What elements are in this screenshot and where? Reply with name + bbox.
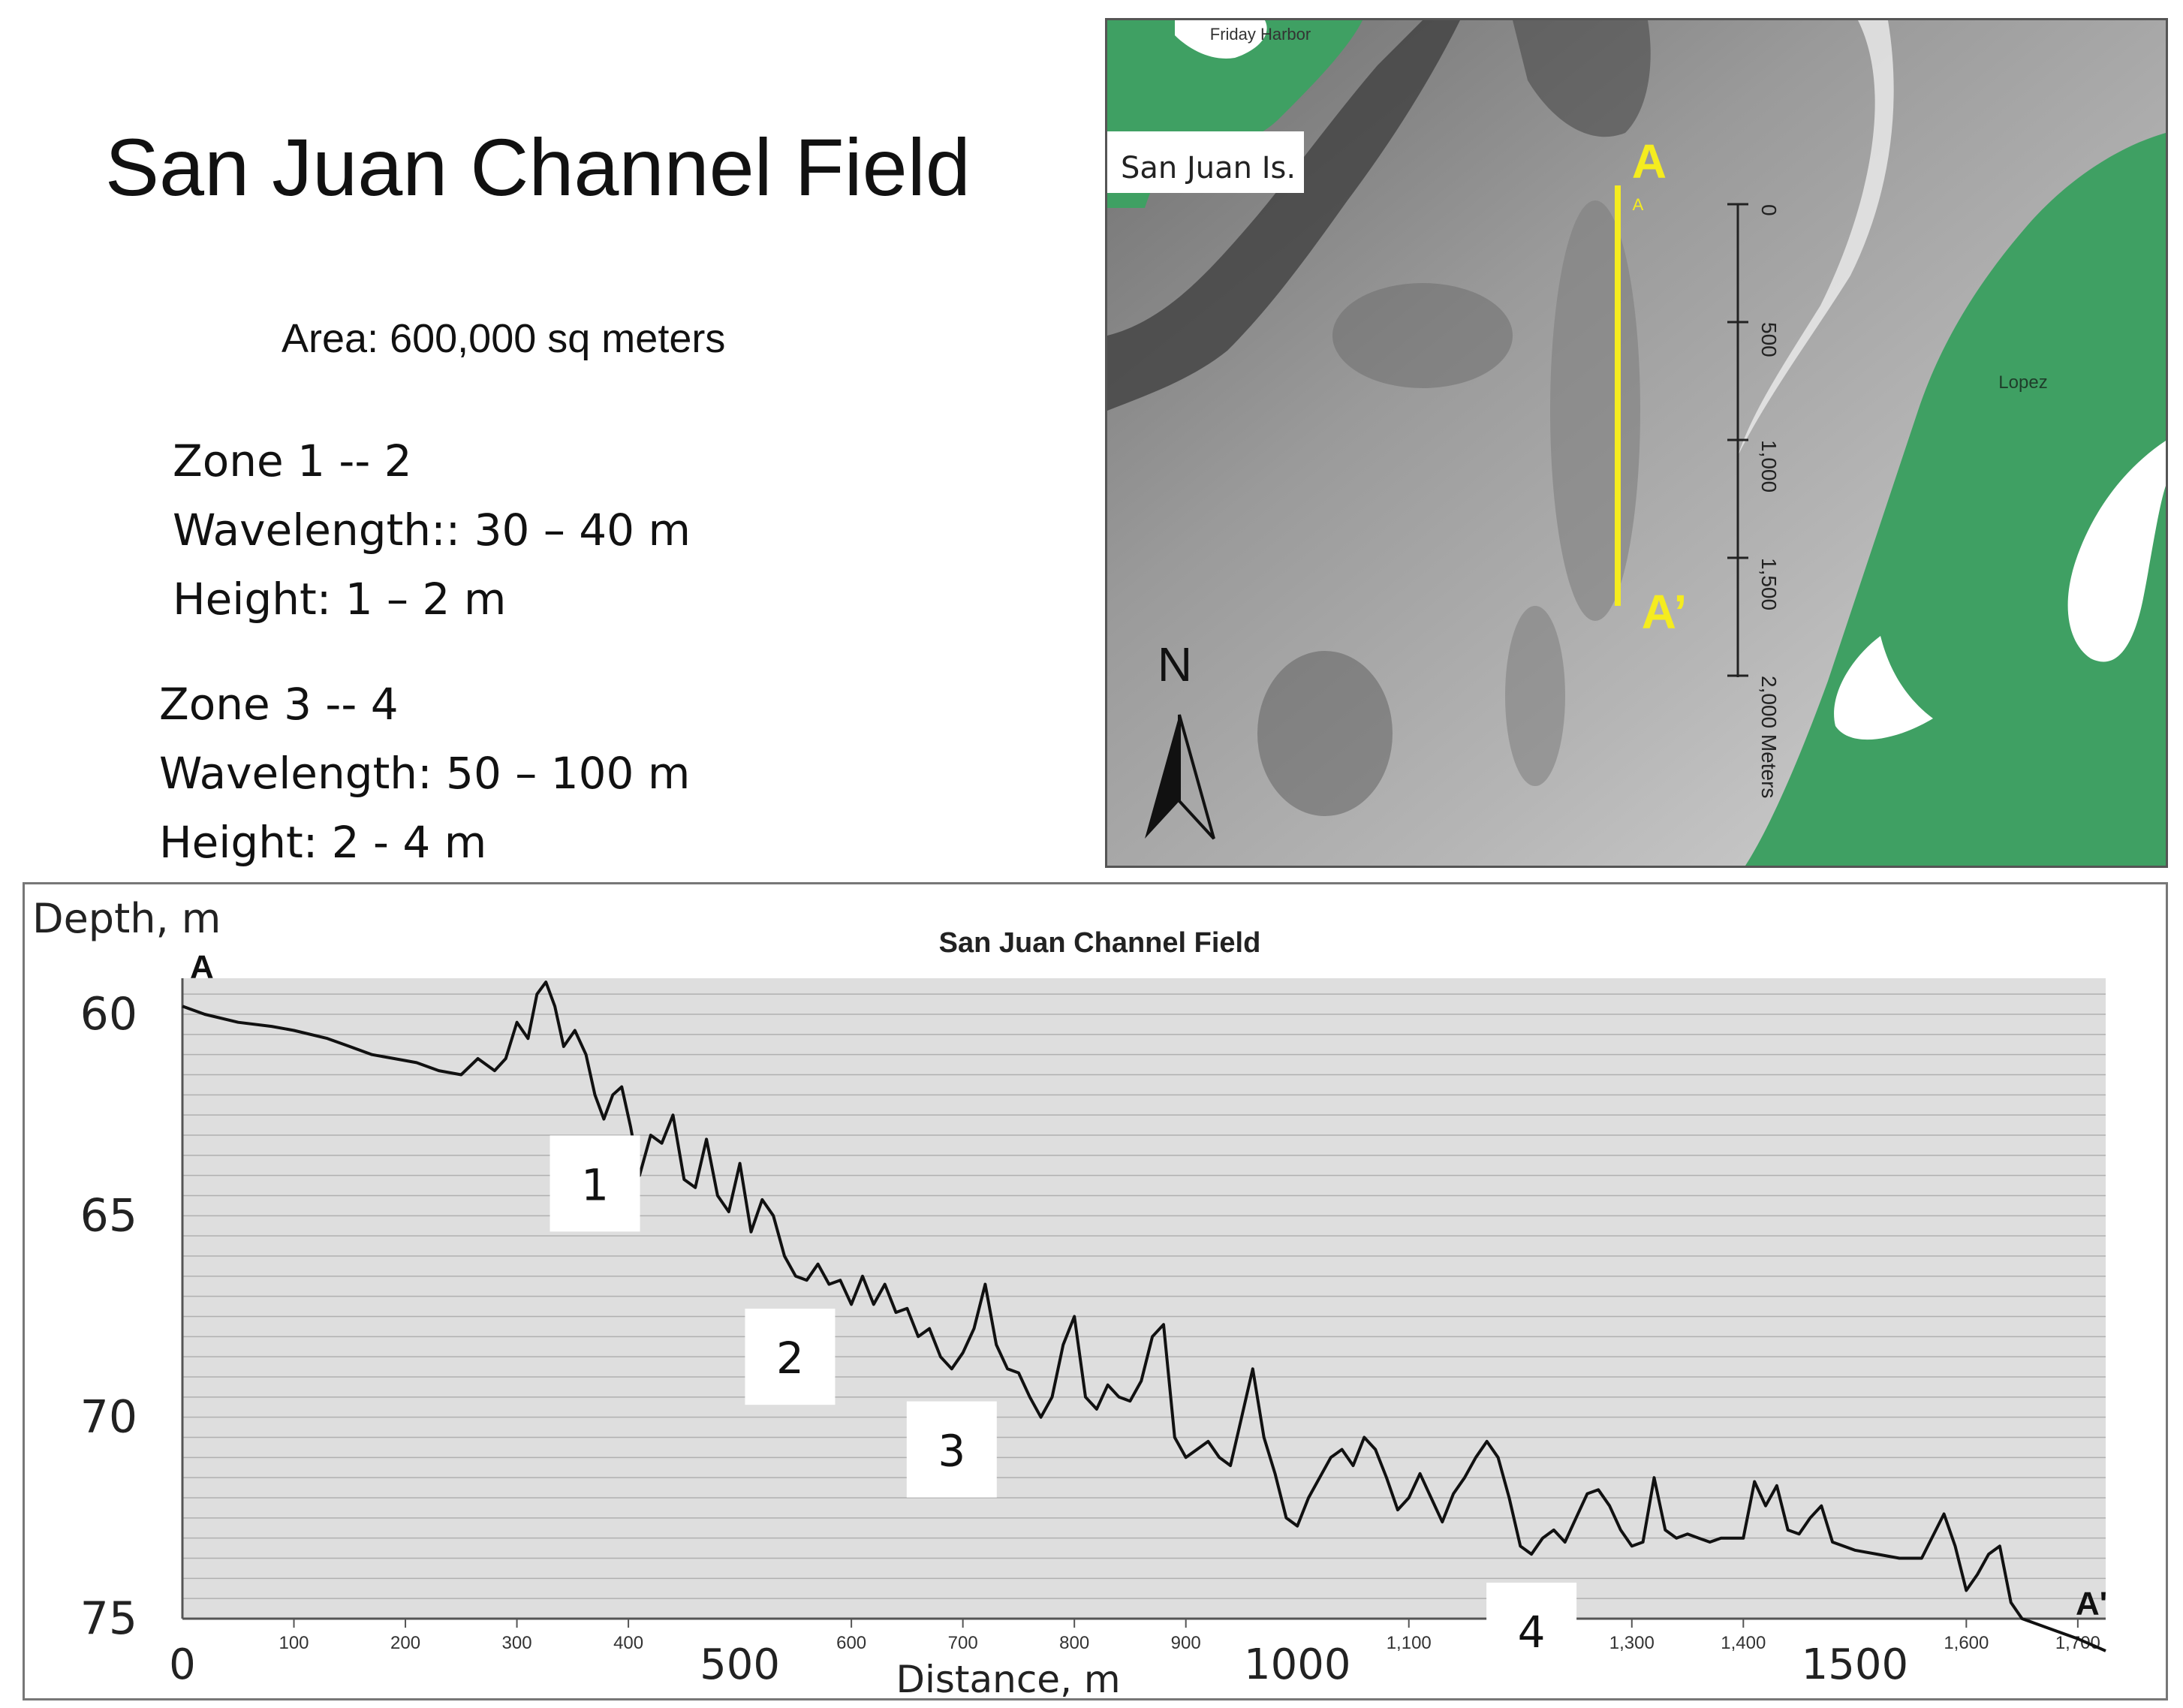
y-axis-label: Depth, m: [32, 895, 221, 942]
zone-label: 4: [1486, 1583, 1577, 1679]
x-tick-label-large: 500: [700, 1640, 780, 1689]
x-tick-label-small: 1,300: [1609, 1633, 1655, 1653]
zone-label-box: [550, 1135, 640, 1232]
x-tick-label-small: 1,600: [1944, 1633, 1989, 1653]
scale-tick-label: 500: [1757, 322, 1781, 357]
zone-label: 1: [550, 1135, 640, 1232]
scale-tick-label: 0: [1757, 204, 1781, 216]
depth-profile-line: [182, 981, 2106, 1652]
sandwave-field: [1550, 200, 1640, 621]
zone-label-box: [1486, 1583, 1577, 1679]
san-juan-label-box: [1107, 131, 1304, 193]
x-axis-label: Distance, m: [896, 1658, 1120, 1698]
x-tick-label-small: 100: [279, 1633, 309, 1653]
x-tick-label-small: 600: [836, 1633, 866, 1653]
x-tick-label-small: 900: [1171, 1633, 1201, 1653]
x-tick-label-small: 1,400: [1721, 1633, 1766, 1653]
zone-3-4-heading: Zone 3 -- 4: [159, 679, 399, 730]
x-tick-label-small: 300: [502, 1633, 532, 1653]
x-tick-label-small: 400: [613, 1633, 643, 1653]
scale-tick-label: 2,000 Meters: [1757, 676, 1781, 798]
slide-title: San Juan Channel Field: [105, 122, 971, 212]
y-tick-label: 75: [80, 1592, 137, 1645]
x-tick-label-large: 0: [169, 1640, 196, 1689]
zone-labels: 1 2 3 4: [550, 1135, 1577, 1679]
depth-profile-chart: 60 65 70 75 100 200 300 400 600 700 800 900 1,100 1,…: [32, 895, 2107, 1698]
plot-area: [182, 978, 2106, 1619]
area-text: Area: 600,000 sq meters: [282, 316, 726, 361]
zone-label-box: [745, 1309, 836, 1405]
zone-label-text: 1: [581, 1159, 609, 1210]
transect-label-a-small: A: [1633, 195, 1644, 214]
zone-1-2-heading: Zone 1 -- 2: [173, 435, 412, 486]
x-tick-label-large: 1500: [1802, 1640, 1909, 1689]
x-tick-labels-large: 0 500 1000 1500: [169, 1640, 1908, 1689]
endpoint-label: A: [190, 949, 214, 986]
endpoint-label: A': [2076, 1586, 2107, 1622]
x-tick-label-small: 800: [1059, 1633, 1089, 1653]
zone-label-text: 2: [776, 1333, 804, 1384]
scale-tick-label: 1,500: [1757, 558, 1781, 610]
north-label: N: [1158, 637, 1192, 691]
scale-tick-label: 1,000: [1757, 440, 1781, 493]
lopez-label: Lopez: [1998, 372, 2047, 393]
zone-label-text: 4: [1518, 1607, 1546, 1658]
zone-label-box: [906, 1401, 997, 1498]
x-tick-label-small: 200: [390, 1633, 420, 1653]
zone-label: 3: [906, 1401, 997, 1498]
zone-1-2-height: Height: 1 – 2 m: [173, 574, 507, 625]
rocky-patch: [1257, 651, 1393, 816]
chart-title: San Juan Channel Field: [939, 927, 1261, 959]
san-juan-label: San Juan Is.: [1121, 151, 1296, 185]
scale-bar: 0 500 1,000 1,500 2,000 Meters: [1727, 203, 1781, 798]
bright-slope: [1738, 20, 1894, 456]
zone-label: 2: [745, 1309, 836, 1405]
rocky-patch: [1332, 283, 1513, 388]
friday-harbor-bay: [1175, 20, 1267, 59]
transect-label-a-prime: A’: [1642, 585, 1687, 639]
map-svg: Friday Harbor San Juan Is. Lopez A A A’ …: [1107, 20, 2166, 866]
zone-1-2-block: Zone 1 -- 2 Wavelength:: 30 – 40 m Heigh…: [173, 426, 691, 634]
x-tick-label-small: 700: [948, 1633, 978, 1653]
x-tick-label-small: 1,700: [2055, 1633, 2100, 1653]
lopez-inlet: [1834, 636, 1933, 740]
x-tick-label-large: 1000: [1244, 1640, 1351, 1689]
zone-3-4-height: Height: 2 - 4 m: [159, 817, 487, 868]
y-tick-labels: 60 65 70 75: [80, 988, 137, 1645]
x-tick-label-small: 1,100: [1387, 1633, 1432, 1653]
rocky-patch: [1505, 606, 1565, 786]
friday-harbor-label: Friday Harbor: [1210, 25, 1311, 44]
rocky-outcrop: [1513, 20, 1651, 137]
y-tick-label: 60: [80, 988, 137, 1041]
zone-label-text: 3: [938, 1426, 965, 1477]
endpoint-labels: A A': [190, 949, 2107, 1622]
x-tick-labels-small: 1002003004006007008009001,1001,2001,3001…: [279, 1619, 2100, 1653]
y-tick-label: 70: [80, 1391, 137, 1444]
lopez-bay: [2067, 441, 2166, 662]
north-arrow-icon: [1145, 714, 1215, 840]
transect-label-a: A: [1632, 134, 1667, 188]
depth-profile-panel: 60 65 70 75 100 200 300 400 600 700 800 900 1,100 1,…: [23, 882, 2168, 1700]
zone-3-4-block: Zone 3 -- 4 Wavelength: 50 – 100 m Heigh…: [159, 670, 690, 877]
rocky-shelf: [1107, 20, 1460, 411]
bathymetry-map: Friday Harbor San Juan Is. Lopez A A A’ …: [1105, 18, 2168, 868]
zone-1-2-wavelength: Wavelength:: 30 – 40 m: [173, 505, 691, 556]
grid-lines: [182, 993, 2106, 1619]
y-tick-label: 65: [80, 1189, 137, 1242]
axes: [181, 978, 2106, 1620]
zone-3-4-wavelength: Wavelength: 50 – 100 m: [159, 748, 691, 799]
